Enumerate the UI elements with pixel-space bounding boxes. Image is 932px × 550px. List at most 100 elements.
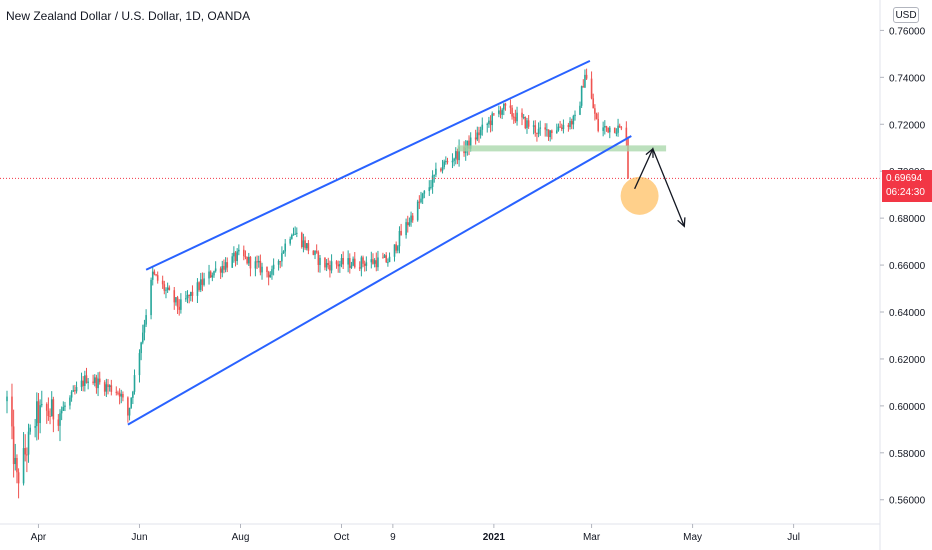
candle-up bbox=[186, 294, 189, 299]
candle-up bbox=[479, 129, 482, 136]
x-tick-label: Oct bbox=[334, 532, 350, 543]
candle-up bbox=[120, 393, 123, 397]
candle-down bbox=[324, 257, 326, 268]
candle-up bbox=[277, 261, 280, 265]
candle-down bbox=[375, 260, 378, 268]
candle-up bbox=[602, 127, 604, 131]
x-tick-label: Aug bbox=[232, 532, 250, 543]
candle-up bbox=[141, 332, 144, 343]
candle-down bbox=[98, 378, 101, 383]
candle-up bbox=[221, 265, 224, 273]
candle-down bbox=[85, 375, 88, 383]
candle-down bbox=[544, 127, 546, 130]
candle-down bbox=[521, 112, 523, 118]
candle-up bbox=[491, 113, 494, 126]
candle-up bbox=[257, 260, 260, 263]
candle-down bbox=[592, 98, 595, 109]
candle-down bbox=[118, 392, 121, 397]
candle-down bbox=[329, 265, 331, 271]
candle-down bbox=[411, 215, 414, 221]
candle-down bbox=[95, 377, 98, 389]
candle-down bbox=[385, 255, 388, 263]
candle-down bbox=[226, 262, 229, 268]
candle-up bbox=[314, 250, 316, 255]
candle-up bbox=[27, 431, 30, 455]
candle-up bbox=[604, 126, 606, 128]
candle-down bbox=[173, 290, 176, 303]
candle-down bbox=[400, 230, 402, 236]
candle-down bbox=[161, 280, 164, 285]
candle-down bbox=[582, 86, 585, 88]
candle-down bbox=[17, 472, 20, 484]
candle-down bbox=[304, 240, 306, 249]
candle-up bbox=[360, 257, 363, 269]
candle-down bbox=[406, 222, 409, 226]
x-tick-label: 2021 bbox=[483, 532, 506, 543]
candle-up bbox=[340, 258, 343, 265]
x-tick-label: Jun bbox=[131, 532, 147, 543]
support-zone[interactable] bbox=[457, 145, 667, 152]
candle-up bbox=[430, 186, 432, 188]
channel-lower-line[interactable] bbox=[127, 135, 632, 426]
candle-up bbox=[443, 161, 445, 168]
candle-down bbox=[315, 250, 318, 253]
candle-up bbox=[203, 278, 205, 285]
candle-up bbox=[166, 287, 169, 290]
candle-down bbox=[122, 393, 124, 398]
candle-down bbox=[620, 127, 623, 129]
candle-up bbox=[453, 158, 455, 161]
channel-upper-line[interactable] bbox=[145, 60, 591, 271]
candle-down bbox=[115, 391, 118, 393]
candle-up bbox=[347, 258, 349, 265]
candle-up bbox=[214, 268, 217, 272]
candle-down bbox=[11, 396, 13, 427]
candle-down bbox=[478, 132, 480, 136]
candle-down bbox=[446, 161, 449, 163]
candle-down bbox=[607, 127, 609, 133]
candle-up bbox=[398, 230, 401, 247]
candle-up bbox=[458, 146, 460, 161]
candle-down bbox=[300, 232, 303, 248]
candle-up bbox=[435, 168, 437, 175]
candle-down bbox=[342, 258, 344, 265]
candle-up bbox=[282, 251, 285, 254]
candle-up bbox=[84, 375, 86, 386]
bar-countdown: 06:24:30 bbox=[886, 187, 925, 198]
candle-down bbox=[82, 380, 84, 386]
candle-down bbox=[307, 243, 310, 251]
candle-up bbox=[128, 407, 131, 416]
candle-up bbox=[441, 167, 444, 171]
candle-down bbox=[358, 267, 361, 269]
candle-up bbox=[486, 123, 489, 125]
currency-button[interactable]: USD bbox=[893, 7, 919, 23]
candle-up bbox=[397, 246, 399, 251]
candle-up bbox=[291, 234, 293, 239]
candle-up bbox=[466, 140, 469, 148]
x-tick-label: Mar bbox=[583, 532, 601, 543]
candle-down bbox=[244, 256, 247, 258]
candle-up bbox=[292, 234, 295, 236]
candle-up bbox=[69, 397, 71, 406]
candle-up bbox=[579, 105, 581, 115]
candle-up bbox=[294, 233, 296, 235]
candle-down bbox=[74, 390, 76, 392]
candle-down bbox=[209, 271, 212, 278]
candle-up bbox=[281, 253, 283, 262]
candle-up bbox=[428, 187, 431, 192]
candle-up bbox=[526, 120, 528, 129]
candle-down bbox=[527, 120, 530, 127]
x-tick-label: Jul bbox=[787, 532, 800, 543]
candle-up bbox=[503, 103, 505, 110]
candle-up bbox=[199, 279, 202, 290]
candle-up bbox=[370, 259, 373, 263]
highlight-circle[interactable] bbox=[620, 176, 659, 215]
candle-down bbox=[534, 125, 537, 133]
candle-up bbox=[445, 161, 447, 163]
candle-up bbox=[211, 275, 214, 278]
candle-up bbox=[151, 271, 154, 280]
candle-up bbox=[175, 297, 177, 303]
candle-down bbox=[468, 140, 470, 149]
candle-up bbox=[105, 384, 108, 392]
candle-up bbox=[238, 249, 240, 252]
